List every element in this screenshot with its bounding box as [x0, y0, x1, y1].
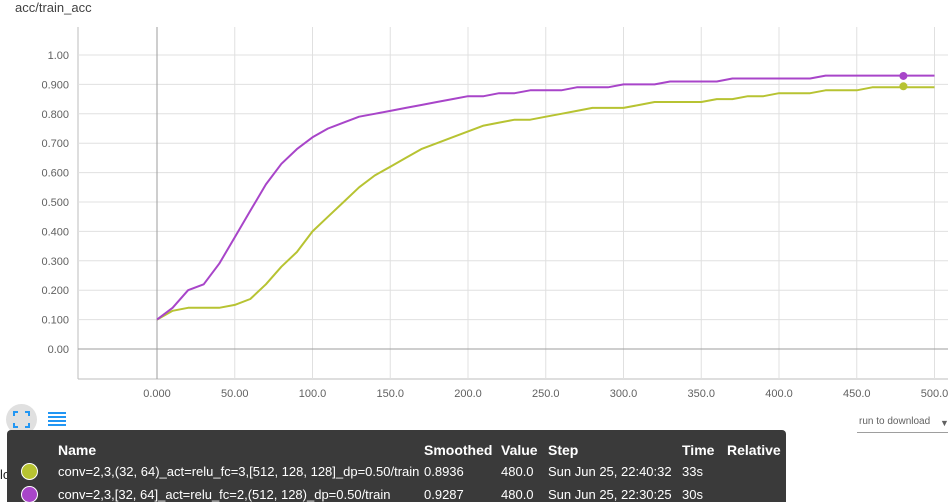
tooltip-header-swatch	[7, 440, 58, 460]
tooltip-header-time: Time	[682, 442, 715, 458]
tooltip-header-relative: Relative	[727, 442, 781, 458]
tooltip-smoothed: 0.9287	[424, 487, 464, 502]
y-tick-label: 1.00	[48, 50, 69, 62]
y-tick-label: 0.900	[41, 79, 69, 91]
x-tick-label: 0.000	[143, 388, 171, 400]
tooltip-run-name: conv=2,3,[32, 64]_act=relu_fc=2,(512, 12…	[58, 487, 391, 502]
x-tick-label: 300.0	[610, 388, 638, 400]
tooltip-time: 33s	[682, 464, 703, 479]
x-tick-label: 500.0	[921, 388, 948, 400]
y-tick-label: 0.700	[41, 138, 69, 150]
hover-markers	[899, 71, 908, 91]
tooltip-time: 30s	[682, 487, 703, 502]
x-tick-label: 150.0	[376, 388, 404, 400]
y-tick-label: 0.400	[41, 226, 69, 238]
x-axis-ticks: 0.000 50.00 100.0 150.0 200.0 250.0 300.0 350.0…	[143, 388, 948, 400]
fit-domain-icon	[13, 411, 30, 428]
series-line-1[interactable]	[156, 86, 935, 321]
series-swatch	[21, 463, 38, 481]
tooltip-step: Sun Jun 25, 22:40:32	[548, 464, 672, 479]
y-axis-ticks: 0.00 0.100 0.200 0.300 0.400 0.500 0.600 0.700 0…	[41, 50, 69, 356]
tooltip-header-value: Value	[501, 442, 538, 458]
x-tick-label: 350.0	[687, 388, 715, 400]
series-swatch	[21, 486, 38, 502]
tooltip-header-name: Name	[58, 442, 97, 458]
tooltip-header-smoothed: Smoothed	[424, 442, 493, 458]
fit-domain-button[interactable]	[6, 404, 37, 435]
tooltip-row: conv=2,3,(32, 64)_act=relu_fc=3,[512, 12…	[7, 460, 786, 483]
run-to-download-select[interactable]: run to download	[859, 416, 931, 427]
tooltip-row: conv=2,3,[32, 64]_act=relu_fc=2,(512, 12…	[7, 483, 786, 502]
tooltip-value: 480.0	[501, 464, 534, 479]
data-series[interactable]	[156, 74, 935, 321]
data-selection-icon	[48, 412, 66, 426]
tooltip-relative	[727, 483, 786, 502]
tooltip-header-row: Name Smoothed Value Step Time Relative	[7, 440, 786, 460]
select-underline	[857, 432, 948, 433]
x-tick-label: 450.0	[843, 388, 871, 400]
tooltip-smoothed: 0.8936	[424, 464, 464, 479]
x-tick-label: 250.0	[532, 388, 560, 400]
y-tick-label: 0.00	[48, 344, 69, 356]
hover-marker-2	[899, 71, 908, 80]
line-chart[interactable]: 0.00 0.100 0.200 0.300 0.400 0.500 0.600 0.700 0…	[0, 0, 948, 400]
data-selection-button[interactable]	[44, 407, 70, 433]
hover-marker-1	[899, 82, 908, 91]
chevron-down-icon[interactable]: ▼	[940, 418, 948, 428]
series-line-2[interactable]	[156, 74, 935, 321]
tooltip-step: Sun Jun 25, 22:30:25	[548, 487, 672, 502]
y-tick-label: 0.200	[41, 285, 69, 297]
y-tick-label: 0.100	[41, 315, 69, 327]
x-tick-label: 50.00	[221, 388, 249, 400]
x-tick-label: 100.0	[299, 388, 327, 400]
x-tick-label: 400.0	[765, 388, 793, 400]
tooltip-table: Name Smoothed Value Step Time Relative c…	[7, 440, 786, 502]
tooltip-value: 480.0	[501, 487, 534, 502]
x-tick-label: 200.0	[454, 388, 482, 400]
axis-lines	[78, 27, 948, 379]
tooltip-relative	[727, 460, 786, 483]
tooltip-run-name: conv=2,3,(32, 64)_act=relu_fc=3,[512, 12…	[58, 464, 420, 479]
y-tick-label: 0.600	[41, 168, 69, 180]
chart-title: acc/train_acc	[15, 0, 92, 15]
tooltip-header-step: Step	[548, 442, 579, 458]
y-tick-label: 0.300	[41, 256, 69, 268]
y-tick-label: 0.500	[41, 197, 69, 209]
grid-lines	[78, 27, 948, 379]
chart-tooltip: Name Smoothed Value Step Time Relative c…	[7, 430, 786, 502]
y-tick-label: 0.800	[41, 109, 69, 121]
